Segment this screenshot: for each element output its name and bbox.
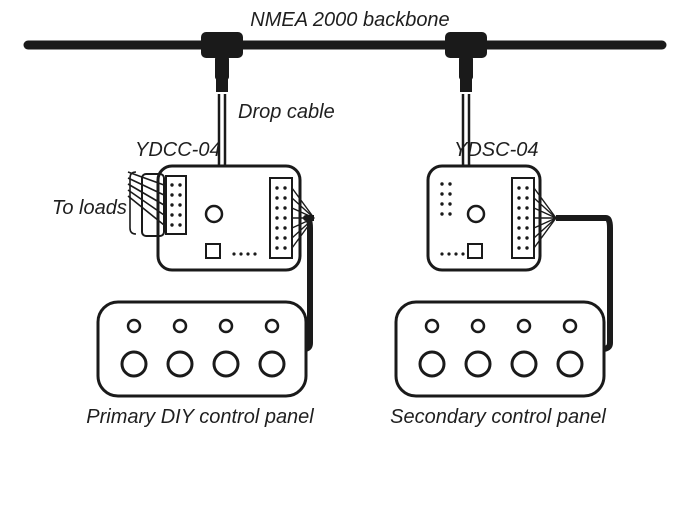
left-panel-led [128, 320, 140, 332]
left-panel-led [220, 320, 232, 332]
right-nmea-port [468, 206, 484, 222]
left-panel-connector [270, 178, 292, 258]
tee-plug [460, 78, 472, 92]
tee-drop [215, 56, 229, 80]
wiring-diagram: NMEA 2000 backbone Drop cable YDCC-04 To lo… [0, 0, 698, 525]
right-panel-button [420, 352, 444, 376]
tee-connector [445, 32, 487, 58]
right-panel-button [512, 352, 536, 376]
left-panel-button [122, 352, 146, 376]
right-panel-led [518, 320, 530, 332]
right-panel-led [564, 320, 576, 332]
left-device-label: YDCC-04 [135, 139, 221, 161]
tee-connector [201, 32, 243, 58]
backbone-label: NMEA 2000 backbone [250, 9, 449, 31]
drop-cable-label: Drop cable [238, 101, 335, 123]
left-panel-button [260, 352, 284, 376]
right-panel-connector [512, 178, 534, 258]
right-panel-led [426, 320, 438, 332]
tee-drop [459, 56, 473, 80]
right-panel-label: Secondary control panel [390, 406, 606, 428]
left-panel-label: Primary DIY control panel [86, 406, 314, 428]
right-panel-button [466, 352, 490, 376]
left-panel-led [174, 320, 186, 332]
left-panel-body [98, 302, 306, 396]
right-panel-body [396, 302, 604, 396]
left-panel-button [168, 352, 192, 376]
left-nmea-port [206, 206, 222, 222]
left-panel-button [214, 352, 238, 376]
tee-plug [216, 78, 228, 92]
right-device-label: YDSC-04 [454, 139, 538, 161]
right-panel-led [472, 320, 484, 332]
left-panel-led [266, 320, 278, 332]
left-loads-connector [166, 176, 186, 234]
to-loads-label: To loads [52, 197, 127, 219]
right-panel-button [558, 352, 582, 376]
